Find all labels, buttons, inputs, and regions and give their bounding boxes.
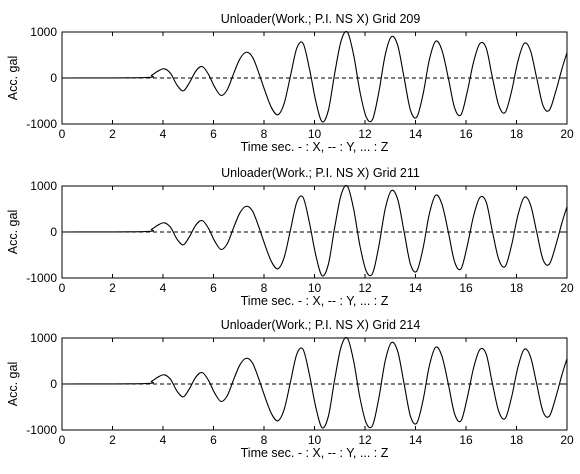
x-tick-label: 6 [210,433,217,447]
x-tick-label: 12 [358,281,372,295]
x-tick-label: 4 [160,281,167,295]
x-tick-label: 16 [459,127,473,141]
x-tick-label: 10 [308,281,322,295]
x-tick-label: 14 [409,433,423,447]
x-tick-label: 18 [510,433,524,447]
x-tick-label: 16 [459,281,473,295]
y-tick-label: 1000 [30,25,57,39]
x-tick-label: 2 [109,433,116,447]
y-tick-label: 0 [50,225,57,239]
y-tick-label: -1000 [26,117,57,131]
x-tick-label: 20 [560,281,574,295]
y-tick-label: -1000 [26,423,57,437]
series-line-solid [61,30,568,123]
y-axis-label: Acc. gal [6,362,20,406]
x-tick-label: 0 [59,281,66,295]
series-line-solid [61,336,568,429]
y-tick-label: 0 [50,71,57,85]
x-axis-label: Time sec. - : X, -- : Y, ... : Z [241,140,389,154]
chart-panel-3: Unloader(Work.; P.I. NS X) Grid 214 0 2 4 6 8… [6,318,574,460]
x-tick-label: 4 [160,433,167,447]
y-tick-label: 1000 [30,179,57,193]
x-tick-label: 18 [510,281,524,295]
x-tick-label: 12 [358,433,372,447]
x-tick-label: 20 [560,433,574,447]
chart-title: Unloader(Work.; P.I. NS X) Grid 214 [221,318,421,332]
x-tick-label: 6 [210,127,217,141]
x-tick-label: 10 [308,127,322,141]
x-tick-label: 6 [210,281,217,295]
x-tick-label: 8 [261,127,268,141]
x-tick-label: 0 [59,127,66,141]
y-tick-label: 0 [50,377,57,391]
x-tick-label: 10 [308,433,322,447]
x-tick-label: 16 [459,433,473,447]
series-line-solid [61,184,568,277]
x-tick-label: 12 [358,127,372,141]
x-axis-label: Time sec. - : X, -- : Y, ... : Z [241,446,389,460]
x-tick-label: 14 [409,281,423,295]
y-tick-label: -1000 [26,271,57,285]
x-tick-label: 2 [109,127,116,141]
x-tick-label: 14 [409,127,423,141]
chart-panel-1: Unloader(Work.; P.I. NS X) Grid 209 0 2 4 6 8… [6,12,574,154]
x-tick-label: 8 [261,281,268,295]
chart-panel-2: Unloader(Work.; P.I. NS X) Grid 211 0 2 4 6 8… [6,166,574,308]
x-tick-label: 20 [560,127,574,141]
chart-title: Unloader(Work.; P.I. NS X) Grid 209 [221,12,421,26]
x-tick-label: 8 [261,433,268,447]
chart-title: Unloader(Work.; P.I. NS X) Grid 211 [221,166,420,180]
x-tick-label: 18 [510,127,524,141]
x-axis-label: Time sec. - : X, -- : Y, ... : Z [241,294,389,308]
y-axis-label: Acc. gal [6,56,20,100]
x-tick-label: 2 [109,281,116,295]
x-tick-label: 4 [160,127,167,141]
y-axis-label: Acc. gal [6,210,20,254]
y-tick-label: 1000 [30,331,57,345]
x-tick-label: 0 [59,433,66,447]
